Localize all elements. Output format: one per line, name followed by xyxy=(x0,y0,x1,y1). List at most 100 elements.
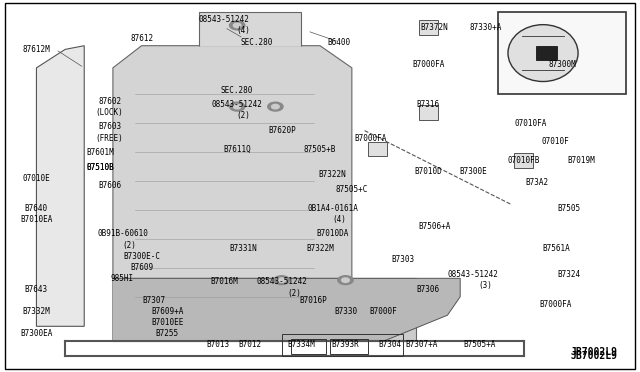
Text: (2): (2) xyxy=(287,289,301,298)
Text: (2): (2) xyxy=(237,111,250,121)
Text: B7561A: B7561A xyxy=(542,244,570,253)
Text: B7000FA: B7000FA xyxy=(355,134,387,142)
Text: B7331N: B7331N xyxy=(230,244,257,253)
Bar xyxy=(536,46,557,60)
Text: B7316: B7316 xyxy=(417,100,440,109)
Text: B7601M: B7601M xyxy=(86,148,114,157)
Bar xyxy=(515,153,534,167)
Text: B7372N: B7372N xyxy=(421,23,449,32)
Circle shape xyxy=(278,278,285,282)
Ellipse shape xyxy=(508,25,578,81)
Text: B7016P: B7016P xyxy=(300,296,328,305)
Bar xyxy=(419,20,438,35)
Text: 07010FB: 07010FB xyxy=(508,155,540,165)
Text: 87612M: 87612M xyxy=(22,45,51,54)
Circle shape xyxy=(274,276,289,285)
Text: (4): (4) xyxy=(237,26,250,35)
Text: (LOCK): (LOCK) xyxy=(96,108,124,117)
Text: B6400: B6400 xyxy=(328,38,351,46)
Text: B7393R: B7393R xyxy=(332,340,360,349)
Bar xyxy=(282,334,403,356)
Text: JB7002L9: JB7002L9 xyxy=(570,347,618,357)
Text: 08543-51242: 08543-51242 xyxy=(199,15,250,24)
Text: B7606: B7606 xyxy=(98,182,121,190)
Text: B7611Q: B7611Q xyxy=(223,145,251,154)
Text: B7010D: B7010D xyxy=(415,167,442,176)
Text: 87602: 87602 xyxy=(98,97,121,106)
Text: B7334M: B7334M xyxy=(287,340,315,349)
Text: B7304: B7304 xyxy=(378,340,402,349)
Circle shape xyxy=(234,23,241,28)
Bar xyxy=(499,13,626,94)
Text: 07510B: 07510B xyxy=(86,163,114,172)
Text: B7506+A: B7506+A xyxy=(419,222,451,231)
Text: B7643: B7643 xyxy=(25,285,48,294)
Text: 0B91B-60610: 0B91B-60610 xyxy=(97,230,148,238)
Text: 07010E: 07010E xyxy=(22,174,51,183)
PathPatch shape xyxy=(36,46,84,326)
Text: B7300E-C: B7300E-C xyxy=(123,251,160,261)
Text: B7010EE: B7010EE xyxy=(151,318,183,327)
Text: SEC.280: SEC.280 xyxy=(240,38,273,46)
Text: 87505+B: 87505+B xyxy=(304,145,336,154)
Text: B7000FA: B7000FA xyxy=(412,60,445,69)
Text: B7324: B7324 xyxy=(557,270,580,279)
Circle shape xyxy=(338,276,353,285)
Text: (FREE): (FREE) xyxy=(96,134,124,142)
Text: 0B1A4-0161A: 0B1A4-0161A xyxy=(307,203,358,213)
Text: B7620P: B7620P xyxy=(268,126,296,135)
Circle shape xyxy=(342,278,349,282)
Text: (4): (4) xyxy=(332,215,346,224)
PathPatch shape xyxy=(113,278,460,341)
Text: B7609+A: B7609+A xyxy=(151,307,183,316)
Text: B7330: B7330 xyxy=(334,307,357,316)
Text: B7306: B7306 xyxy=(417,285,440,294)
Text: B7013: B7013 xyxy=(207,340,230,349)
Text: B73A2: B73A2 xyxy=(525,178,548,187)
Text: 87300M: 87300M xyxy=(548,60,576,69)
Text: 87330+A: 87330+A xyxy=(470,23,502,32)
Bar xyxy=(330,339,368,354)
Text: B7255: B7255 xyxy=(156,329,179,338)
Text: B7010EA: B7010EA xyxy=(20,215,52,224)
PathPatch shape xyxy=(199,13,301,46)
Text: B7332M: B7332M xyxy=(22,307,51,316)
Text: 87612: 87612 xyxy=(130,34,153,43)
Text: JB7002L9: JB7002L9 xyxy=(570,351,618,361)
Text: (3): (3) xyxy=(479,281,493,290)
Text: 07010F: 07010F xyxy=(542,137,570,146)
Text: B7307: B7307 xyxy=(143,296,166,305)
Text: B7307+A: B7307+A xyxy=(406,340,438,349)
Text: B7640: B7640 xyxy=(25,203,48,213)
Circle shape xyxy=(271,105,279,109)
Circle shape xyxy=(230,21,245,30)
Text: B7300EA: B7300EA xyxy=(20,329,52,338)
Text: B7300E: B7300E xyxy=(459,167,487,176)
Circle shape xyxy=(268,102,283,111)
Text: B7505: B7505 xyxy=(557,203,580,213)
Text: B7016M: B7016M xyxy=(211,278,238,286)
Text: B7012: B7012 xyxy=(238,340,262,349)
Circle shape xyxy=(234,105,241,109)
Text: 985HI: 985HI xyxy=(111,274,134,283)
Text: 08543-51242: 08543-51242 xyxy=(447,270,499,279)
Text: B7603: B7603 xyxy=(98,122,121,131)
Text: 07010FA: 07010FA xyxy=(514,119,547,128)
Text: SEC.280: SEC.280 xyxy=(221,86,253,94)
Text: B7000FA: B7000FA xyxy=(540,300,572,309)
Text: B7510B: B7510B xyxy=(86,163,114,172)
Text: B7322N: B7322N xyxy=(319,170,347,179)
PathPatch shape xyxy=(113,278,415,341)
Bar xyxy=(291,339,326,354)
Text: 08543-51242: 08543-51242 xyxy=(212,100,262,109)
Text: B7019M: B7019M xyxy=(568,155,595,165)
Text: (2): (2) xyxy=(122,241,136,250)
Text: B7609: B7609 xyxy=(130,263,153,272)
Text: B7322M: B7322M xyxy=(306,244,334,253)
Bar xyxy=(368,142,387,157)
Text: B7303: B7303 xyxy=(391,255,415,264)
Circle shape xyxy=(230,102,245,111)
Text: 87505+C: 87505+C xyxy=(335,185,368,194)
PathPatch shape xyxy=(113,46,352,341)
Text: B7010DA: B7010DA xyxy=(317,230,349,238)
